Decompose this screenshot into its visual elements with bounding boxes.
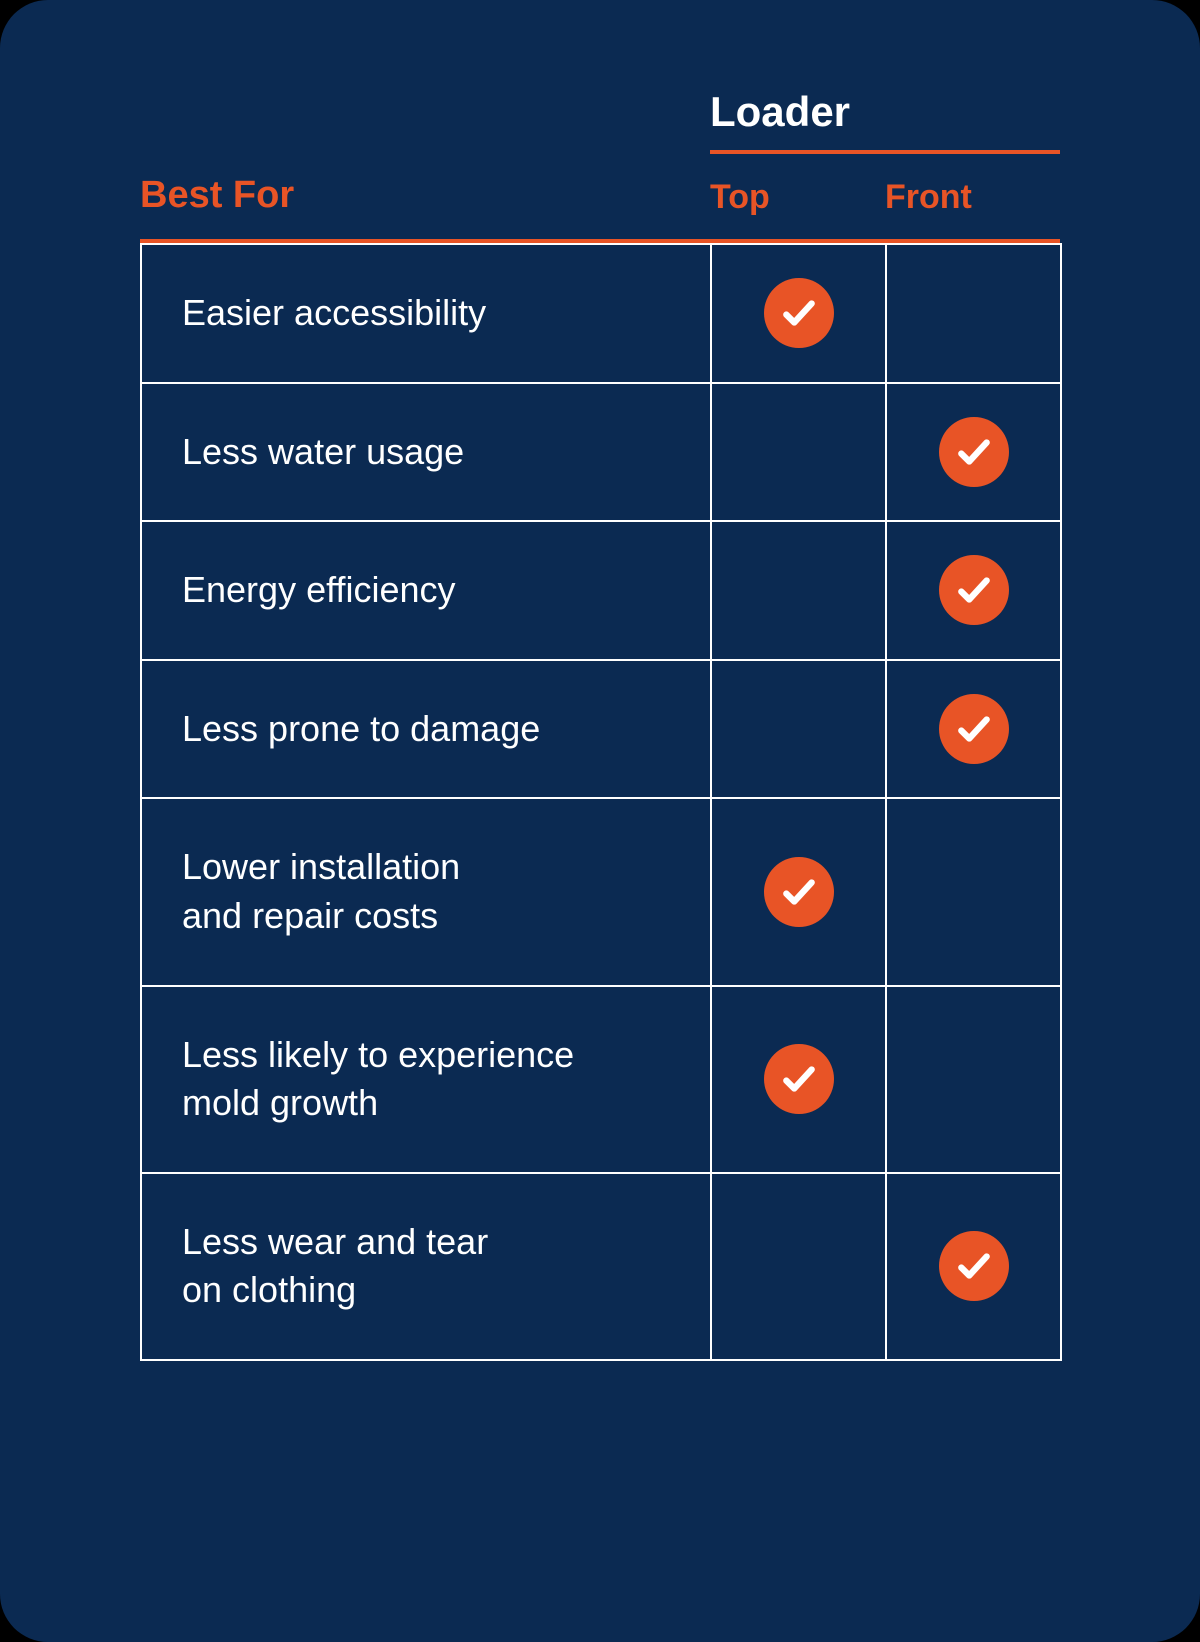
cell-top: [711, 660, 886, 799]
cell-front: [886, 1173, 1061, 1360]
check-icon: [764, 1044, 834, 1114]
feature-label: Easier accessibility: [141, 244, 711, 383]
feature-label: Less prone to damage: [141, 660, 711, 799]
cell-top: [711, 798, 886, 985]
table-header: Loader Best For Top Front: [140, 88, 1060, 239]
table-row: Less prone to damage: [141, 660, 1061, 799]
cell-top: [711, 1173, 886, 1360]
cell-top: [711, 244, 886, 383]
table-row: Less water usage: [141, 383, 1061, 522]
column-header-top: Top: [710, 178, 885, 239]
check-icon: [939, 1231, 1009, 1301]
feature-label: Lower installationand repair costs: [141, 798, 711, 985]
cell-front: [886, 660, 1061, 799]
comparison-card: Loader Best For Top Front Easier accessi…: [0, 0, 1200, 1642]
table-row: Less likely to experiencemold growth: [141, 986, 1061, 1173]
cell-front: [886, 798, 1061, 985]
table-row: Energy efficiency: [141, 521, 1061, 660]
cell-front: [886, 986, 1061, 1173]
column-header-front: Front: [885, 178, 1060, 239]
feature-label: Less likely to experiencemold growth: [141, 986, 711, 1173]
loader-heading: Loader: [710, 88, 1060, 154]
table-row: Easier accessibility: [141, 244, 1061, 383]
comparison-table: Easier accessibilityLess water usageEner…: [140, 243, 1062, 1361]
cell-front: [886, 383, 1061, 522]
cell-top: [711, 986, 886, 1173]
cell-top: [711, 521, 886, 660]
check-icon: [764, 278, 834, 348]
check-icon: [939, 694, 1009, 764]
feature-label: Less water usage: [141, 383, 711, 522]
table-row: Lower installationand repair costs: [141, 798, 1061, 985]
cell-top: [711, 383, 886, 522]
check-icon: [939, 417, 1009, 487]
check-icon: [764, 857, 834, 927]
feature-label: Less wear and tearon clothing: [141, 1173, 711, 1360]
feature-label: Energy efficiency: [141, 521, 711, 660]
cell-front: [886, 244, 1061, 383]
best-for-heading: Best For: [140, 174, 710, 239]
check-icon: [939, 555, 1009, 625]
table-row: Less wear and tearon clothing: [141, 1173, 1061, 1360]
cell-front: [886, 521, 1061, 660]
